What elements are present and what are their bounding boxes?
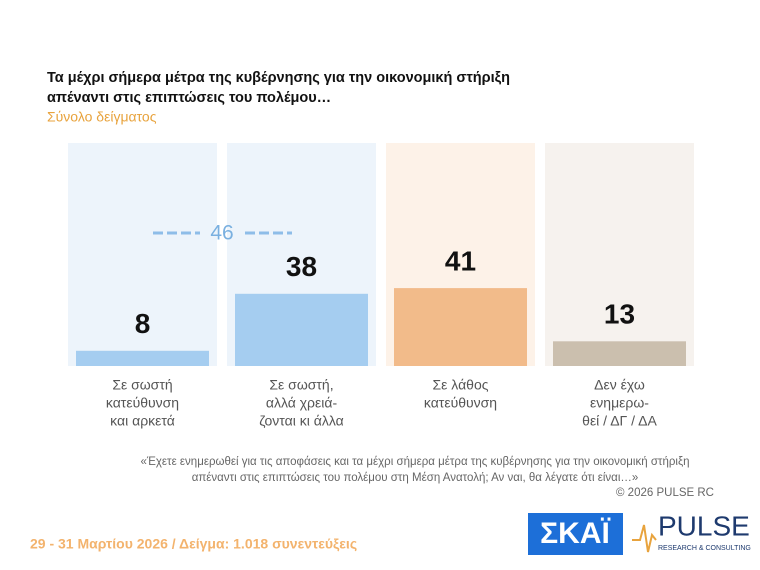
question: απέναντι στις επιπτώσεις του πολέμου στη… (192, 472, 639, 484)
value-label: 13 (604, 299, 635, 330)
question: «Έχετε ενημερωθεί για τις αποφάσεις και … (140, 456, 689, 468)
skai-logo (528, 513, 623, 555)
panel (545, 143, 694, 366)
x-tick-label: θεί / ΔΓ / ΔΑ (582, 413, 657, 429)
footer: 29 - 31 Μαρτίου 2026 / Δείγμα: 1.018 συν… (30, 536, 357, 552)
x-tick-label: Σε σωστή (112, 377, 172, 393)
x-tick-label: κατεύθυνση (424, 395, 497, 411)
value-label: 8 (135, 308, 151, 339)
x-tick-label: αλλά χρειά- (266, 395, 338, 411)
skai-logo-text: ΣΚΑΪ (540, 517, 610, 550)
chart-title: Τα μέχρι σήμερα μέτρα της κυβέρνησης για… (47, 70, 510, 86)
pulse-logo-text: PULSE (658, 510, 750, 541)
value-label: 41 (445, 245, 476, 276)
value-label: 38 (286, 251, 317, 282)
x-tick-label: κατεύθυνση (106, 395, 179, 411)
x-tick-label: ενημερω- (590, 395, 649, 411)
bar (553, 341, 686, 366)
panel (68, 143, 217, 366)
copyright: © 2026 PULSE RC (616, 487, 714, 499)
bar (235, 293, 368, 366)
pulse-icon (632, 524, 657, 553)
chart-title: απέναντι στις επιπτώσεις του πολέμου… (47, 90, 331, 106)
x-tick-label: ζονται κι άλλα (259, 413, 343, 429)
annotation: 46 (153, 222, 292, 245)
pulse-logo-sub: RESEARCH & CONSULTING (658, 545, 751, 552)
x-tick-label: Σε λάθος (433, 377, 489, 393)
annotation-label: 46 (210, 222, 233, 245)
x-tick-label: Δεν έχω (594, 377, 645, 393)
bar (394, 288, 527, 366)
x-tick-label: Σε σωστή, (269, 377, 333, 393)
x-tick-label: και αρκετά (110, 413, 175, 429)
chart-subtitle: Σύνολο δείγματος (47, 109, 157, 125)
bar (76, 350, 209, 366)
